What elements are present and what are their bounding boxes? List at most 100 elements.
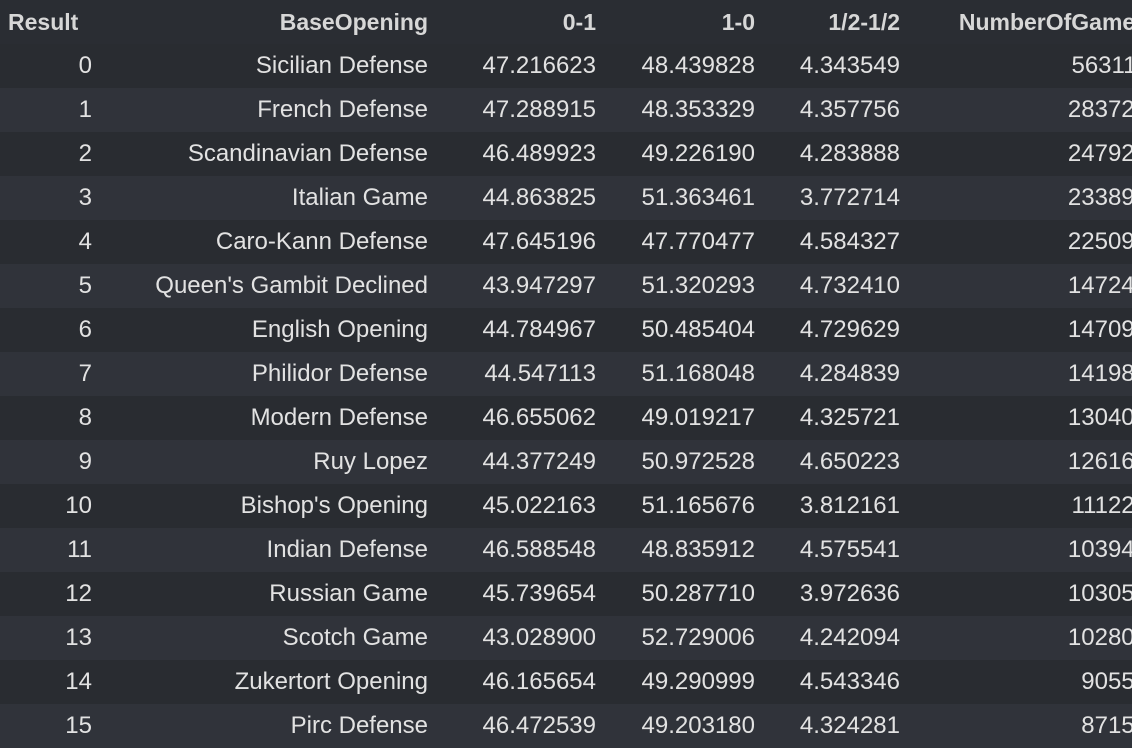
table-row: 0 Sicilian Defense 47.216623 48.439828 4.343…: [0, 44, 1132, 88]
row-index-cell: 12: [0, 572, 100, 616]
table-row: 10 Bishop's Opening 45.022163 51.165676 3.81…: [0, 484, 1132, 528]
number-of-games-cell: 126166: [900, 440, 1132, 484]
number-of-games-cell: 103944: [900, 528, 1132, 572]
table-row: 9 Ruy Lopez 44.377249 50.972528 4.650223 1261…: [0, 440, 1132, 484]
row-index-cell: 14: [0, 660, 100, 704]
row-index-cell: 10: [0, 484, 100, 528]
row-index-cell: 6: [0, 308, 100, 352]
white-win-pct-cell: 48.835912: [596, 528, 755, 572]
black-win-pct-cell: 46.489923: [436, 132, 596, 176]
table-row: 11 Indian Defense 46.588548 48.835912 4.5755…: [0, 528, 1132, 572]
base-opening-cell: Italian Game: [100, 176, 436, 220]
row-index-cell: 1: [0, 88, 100, 132]
black-win-pct-cell: 46.655062: [436, 396, 596, 440]
draw-pct-cell: 4.575541: [755, 528, 900, 572]
black-win-pct-cell: 46.588548: [436, 528, 596, 572]
white-win-pct-cell: 48.439828: [596, 44, 755, 88]
black-win-pct-cell: 44.784967: [436, 308, 596, 352]
number-of-games-cell: 90550: [900, 660, 1132, 704]
draw-pct-cell: 3.812161: [755, 484, 900, 528]
table-row: 7 Philidor Defense 44.547113 51.168048 4.284…: [0, 352, 1132, 396]
base-opening-cell: Caro-Kann Defense: [100, 220, 436, 264]
table-row: 12 Russian Game 45.739654 50.287710 3.972636…: [0, 572, 1132, 616]
row-index-cell: 4: [0, 220, 100, 264]
black-win-pct-cell: 43.947297: [436, 264, 596, 308]
number-of-games-cell: 233890: [900, 176, 1132, 220]
number-of-games-cell: 141989: [900, 352, 1132, 396]
draw-pct-cell: 3.772714: [755, 176, 900, 220]
base-opening-cell: French Defense: [100, 88, 436, 132]
number-of-games-cell: 247929: [900, 132, 1132, 176]
white-win-pct-cell: 51.168048: [596, 352, 755, 396]
row-index-cell: 7: [0, 352, 100, 396]
draw-pct-cell: 4.543346: [755, 660, 900, 704]
number-of-games-cell: 103055: [900, 572, 1132, 616]
column-header-result: Result: [0, 0, 100, 44]
white-win-pct-cell: 47.770477: [596, 220, 755, 264]
base-opening-cell: Scandinavian Defense: [100, 132, 436, 176]
white-win-pct-cell: 50.485404: [596, 308, 755, 352]
draw-pct-cell: 4.325721: [755, 396, 900, 440]
row-index-cell: 2: [0, 132, 100, 176]
base-opening-cell: Philidor Defense: [100, 352, 436, 396]
base-opening-cell: English Opening: [100, 308, 436, 352]
draw-pct-cell: 4.343549: [755, 44, 900, 88]
draw-pct-cell: 4.584327: [755, 220, 900, 264]
white-win-pct-cell: 49.019217: [596, 396, 755, 440]
white-win-pct-cell: 50.972528: [596, 440, 755, 484]
white-win-pct-cell: 48.353329: [596, 88, 755, 132]
white-win-pct-cell: 49.290999: [596, 660, 755, 704]
row-index-cell: 13: [0, 616, 100, 660]
base-opening-cell: Russian Game: [100, 572, 436, 616]
table-row: 6 English Opening 44.784967 50.485404 4.7296…: [0, 308, 1132, 352]
black-win-pct-cell: 47.645196: [436, 220, 596, 264]
draw-pct-cell: 4.357756: [755, 88, 900, 132]
black-win-pct-cell: 44.863825: [436, 176, 596, 220]
black-win-pct-cell: 47.288915: [436, 88, 596, 132]
number-of-games-cell: 225093: [900, 220, 1132, 264]
black-win-pct-cell: 43.028900: [436, 616, 596, 660]
black-win-pct-cell: 46.165654: [436, 660, 596, 704]
draw-pct-cell: 4.729629: [755, 308, 900, 352]
number-of-games-cell: 147094: [900, 308, 1132, 352]
black-win-pct-cell: 47.216623: [436, 44, 596, 88]
white-win-pct-cell: 49.203180: [596, 704, 755, 748]
black-win-pct-cell: 44.547113: [436, 352, 596, 396]
base-opening-cell: Sicilian Defense: [100, 44, 436, 88]
draw-pct-cell: 4.284839: [755, 352, 900, 396]
number-of-games-cell: 147240: [900, 264, 1132, 308]
column-header-draw: 1/2-1/2: [755, 0, 900, 44]
white-win-pct-cell: 51.320293: [596, 264, 755, 308]
base-opening-cell: Scotch Game: [100, 616, 436, 660]
white-win-pct-cell: 50.287710: [596, 572, 755, 616]
column-header-white-win: 1-0: [596, 0, 755, 44]
row-index-cell: 5: [0, 264, 100, 308]
base-opening-cell: Indian Defense: [100, 528, 436, 572]
table-row: 8 Modern Defense 46.655062 49.019217 4.32572…: [0, 396, 1132, 440]
base-opening-cell: Zukertort Opening: [100, 660, 436, 704]
column-header-number-of-games: NumberOfGames: [900, 0, 1132, 44]
black-win-pct-cell: 46.472539: [436, 704, 596, 748]
row-index-cell: 0: [0, 44, 100, 88]
black-win-pct-cell: 45.022163: [436, 484, 596, 528]
base-opening-cell: Ruy Lopez: [100, 440, 436, 484]
row-index-cell: 11: [0, 528, 100, 572]
number-of-games-cell: 87159: [900, 704, 1132, 748]
row-index-cell: 9: [0, 440, 100, 484]
draw-pct-cell: 4.283888: [755, 132, 900, 176]
table-body: 0 Sicilian Defense 47.216623 48.439828 4.343…: [0, 44, 1132, 748]
white-win-pct-cell: 52.729006: [596, 616, 755, 660]
base-opening-cell: Pirc Defense: [100, 704, 436, 748]
draw-pct-cell: 3.972636: [755, 572, 900, 616]
black-win-pct-cell: 45.739654: [436, 572, 596, 616]
table-row: 1 French Defense 47.288915 48.353329 4.35775…: [0, 88, 1132, 132]
row-index-cell: 8: [0, 396, 100, 440]
number-of-games-cell: 130406: [900, 396, 1132, 440]
draw-pct-cell: 4.650223: [755, 440, 900, 484]
table-row: 4 Caro-Kann Defense 47.645196 47.770477 4.58…: [0, 220, 1132, 264]
white-win-pct-cell: 51.165676: [596, 484, 755, 528]
table-row: 15 Pirc Defense 46.472539 49.203180 4.324281…: [0, 704, 1132, 748]
